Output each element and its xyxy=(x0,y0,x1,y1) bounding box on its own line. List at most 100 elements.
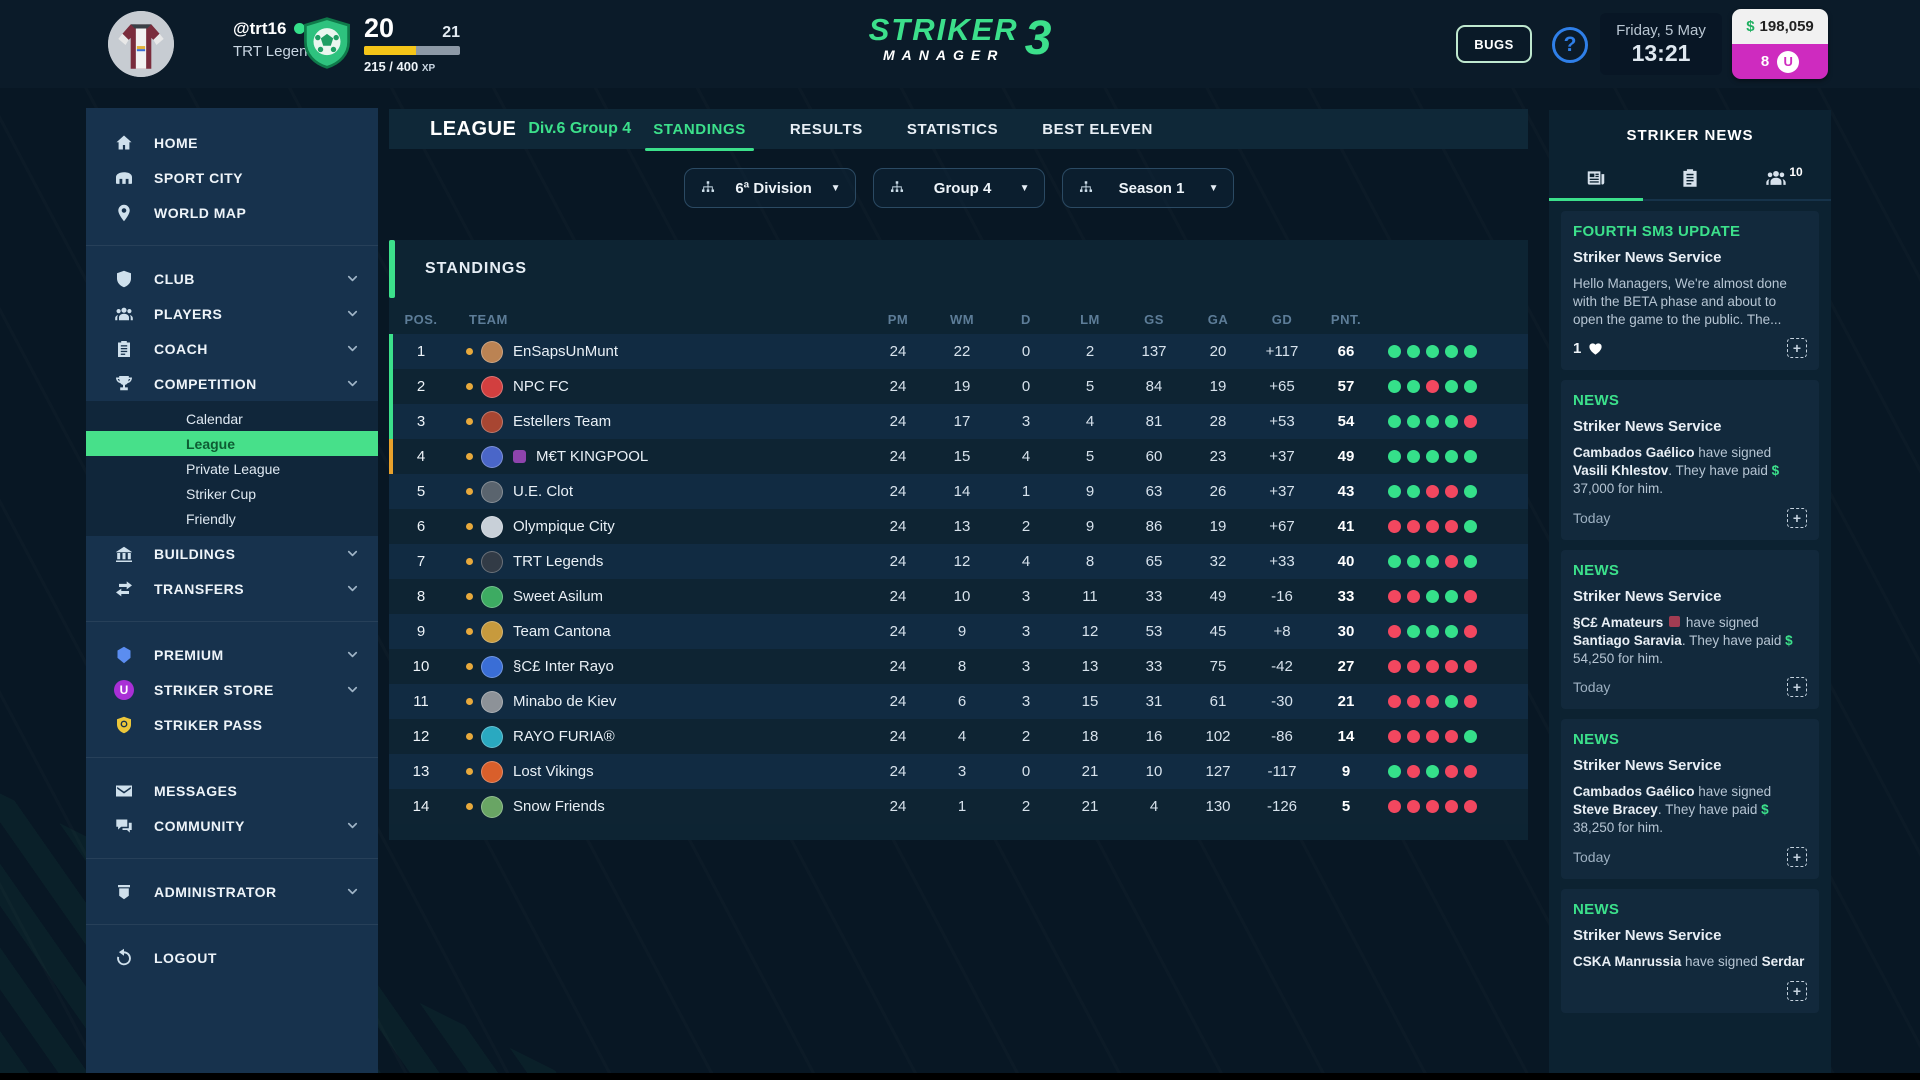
sidebar-item-buildings[interactable]: BUILDINGS xyxy=(86,536,378,571)
save-news-icon[interactable]: + xyxy=(1787,677,1807,698)
form-win-dot xyxy=(1426,450,1439,463)
form-loss-dot xyxy=(1388,800,1401,813)
news-tab-newspaper[interactable] xyxy=(1549,157,1643,201)
standings-row-m-t-kingpool[interactable]: 4 M€T KINGPOOL 24 15 4 5 60 23 +37 49 xyxy=(389,439,1528,474)
stat-gs: 31 xyxy=(1145,693,1163,710)
sidebar-item-competition[interactable]: COMPETITION xyxy=(86,366,378,401)
likes-count[interactable]: 1 xyxy=(1573,340,1604,357)
news-card[interactable]: NEWS Striker News Service Cambados Gaélico… xyxy=(1561,380,1819,540)
standings-row-minabo-de-kiev[interactable]: 11 Minabo de Kiev 24 6 3 15 31 61 -30 21 xyxy=(389,684,1528,719)
tab-results[interactable]: RESULTS xyxy=(789,120,863,138)
sidebar-item-home[interactable]: HOME xyxy=(86,125,378,160)
filter-value: Season 1 xyxy=(1118,179,1185,197)
filter-dropdown-6-division[interactable]: 6ª Division ▼ xyxy=(683,168,856,208)
stat-d: 3 xyxy=(1021,413,1031,430)
sidebar-item-sport-city[interactable]: SPORT CITY xyxy=(86,160,378,195)
team-name: §C£ Inter Rayo xyxy=(513,658,614,675)
standings-row-team-cantona[interactable]: 9 Team Cantona 24 9 3 12 53 45 +8 30 xyxy=(389,614,1528,649)
news-card[interactable]: NEWS Striker News Service §C£ Amateurs hav… xyxy=(1561,549,1819,710)
tab-best-eleven[interactable]: BEST ELEVEN xyxy=(1042,120,1153,138)
top-bar: @trt16 TRT Legends 20 21 215 / 400 XP ST… xyxy=(0,0,1920,88)
position-accent-bar xyxy=(389,439,393,474)
news-card[interactable]: FOURTH SM3 UPDATE Striker News Service Hel… xyxy=(1561,211,1819,371)
team-name: Sweet Asilum xyxy=(513,588,604,605)
form-win-dot xyxy=(1464,485,1477,498)
sidebar-item-messages[interactable]: MESSAGES xyxy=(86,773,378,808)
game-logo: STRIKER MANAGER 3 xyxy=(869,14,1052,63)
stat-ga: 20 xyxy=(1209,343,1227,360)
user-info: @trt16 TRT Legends xyxy=(233,18,323,62)
sidebar-item-community[interactable]: COMMUNITY xyxy=(86,808,378,843)
news-tab-people[interactable]: 10 xyxy=(1737,157,1831,199)
team-position: 6 xyxy=(416,518,426,535)
stat-d: 3 xyxy=(1021,588,1031,605)
submenu-item-calendar[interactable]: Calendar xyxy=(186,410,243,427)
form-win-dot xyxy=(1388,555,1401,568)
stat-gd: +67 xyxy=(1269,518,1295,535)
standings-row-lost-vikings[interactable]: 13 Lost Vikings 24 3 0 21 10 127 -117 9 xyxy=(389,754,1528,789)
stat-ga: 28 xyxy=(1209,413,1227,430)
submenu-item-private-league[interactable]: Private League xyxy=(186,460,281,477)
save-news-icon[interactable]: + xyxy=(1787,980,1807,1001)
sidebar-item-players[interactable]: PLAYERS xyxy=(86,296,378,331)
save-news-icon[interactable]: + xyxy=(1787,846,1807,867)
standings-row-ensapsunmunt[interactable]: 1 EnSapsUnMunt 24 22 0 2 137 20 +117 66 xyxy=(389,334,1528,369)
tab-statistics[interactable]: STATISTICS xyxy=(906,120,999,138)
sidebar-item-striker-pass[interactable]: STRIKER PASS xyxy=(86,707,378,742)
stat-wm: 8 xyxy=(957,658,967,675)
stat-pm: 24 xyxy=(889,728,907,745)
standings-table: 1 EnSapsUnMunt 24 22 0 2 137 20 +117 66 2 NPC FC 24 1… xyxy=(389,334,1528,824)
position-trend-dot xyxy=(466,383,473,390)
sidebar-item-transfers[interactable]: TRANSFERS xyxy=(86,571,378,606)
stat-pnt: 54 xyxy=(1337,413,1355,430)
standings-row-olympique-city[interactable]: 6 Olympique City 24 13 2 9 86 19 +67 41 xyxy=(389,509,1528,544)
wallet-widget[interactable]: $ 198,059 8 U xyxy=(1732,9,1828,79)
standings-row-u-e-clot[interactable]: 5 U.E. Clot 24 14 1 9 63 26 +37 43 xyxy=(389,474,1528,509)
team-position: 7 xyxy=(416,553,426,570)
standings-row-snow-friends[interactable]: 14 Snow Friends 24 1 2 21 4 130 -126 5 xyxy=(389,789,1528,824)
news-source: Striker News Service xyxy=(1573,587,1722,605)
sidebar-item-coach[interactable]: COACH xyxy=(86,331,378,366)
xp-suffix: XP xyxy=(421,63,436,74)
tab-standings[interactable]: STANDINGS xyxy=(645,109,754,151)
team-position: 14 xyxy=(412,798,430,815)
standings-row-rayo-furia[interactable]: 12 RAYO FURIA® 24 4 2 18 16 102 -86 14 xyxy=(389,719,1528,754)
standings-row-trt-legends[interactable]: 7 TRT Legends 24 12 4 8 65 32 +33 40 xyxy=(389,544,1528,579)
submenu-item-league[interactable]: League xyxy=(86,431,378,456)
standings-row-estellers-team[interactable]: 3 Estellers Team 24 17 3 4 81 28 +53 54 xyxy=(389,404,1528,439)
submenu-item-friendly[interactable]: Friendly xyxy=(186,510,236,527)
standings-row-sweet-asilum[interactable]: 8 Sweet Asilum 24 10 3 11 33 49 -16 33 xyxy=(389,579,1528,614)
store-coin-icon: U xyxy=(114,679,134,700)
form-loss-dot xyxy=(1407,695,1420,708)
filter-dropdown-season-1[interactable]: Season 1 ▼ xyxy=(1061,168,1234,208)
transfers-icon xyxy=(116,580,132,596)
standings-row-npc-fc[interactable]: 2 NPC FC 24 19 0 5 84 19 +65 57 xyxy=(389,369,1528,404)
team-name: NPC FC xyxy=(513,378,569,395)
sidebar-item-club[interactable]: CLUB xyxy=(86,261,378,296)
sidebar-item-administrator[interactable]: ADMINISTRATOR xyxy=(86,874,378,909)
sidebar-item-world-map[interactable]: WORLD MAP xyxy=(86,195,378,230)
user-avatar[interactable] xyxy=(108,11,174,77)
news-tab-notes[interactable] xyxy=(1643,157,1737,199)
news-card[interactable]: NEWS Striker News Service Cambados Gaélico… xyxy=(1561,719,1819,879)
stat-gs: 86 xyxy=(1145,518,1163,535)
save-news-icon[interactable]: + xyxy=(1787,338,1807,359)
sidebar-item-premium[interactable]: PREMIUM xyxy=(86,637,378,672)
submenu-item-striker-cup[interactable]: Striker Cup xyxy=(186,485,257,502)
bugs-button[interactable]: BUGS xyxy=(1456,25,1532,63)
sidebar-item-striker-store[interactable]: U STRIKER STORE xyxy=(86,672,378,707)
sidebar-item-logout[interactable]: LOGOUT xyxy=(86,940,378,975)
stat-d: 4 xyxy=(1021,553,1031,570)
save-news-icon[interactable]: + xyxy=(1787,507,1807,528)
filter-dropdown-group-4[interactable]: Group 4 ▼ xyxy=(872,168,1045,208)
level-widget[interactable]: 20 21 215 / 400 XP xyxy=(300,12,460,74)
help-button[interactable]: ? xyxy=(1552,27,1588,63)
standings-row-c-inter-rayo[interactable]: 10 §C£ Inter Rayo 24 8 3 13 33 75 -42 27 xyxy=(389,649,1528,684)
team-name: Estellers Team xyxy=(513,413,612,430)
stat-gd: -42 xyxy=(1271,658,1293,675)
stat-ga: 32 xyxy=(1209,553,1227,570)
sidebar-item-label: BUILDINGS xyxy=(154,545,236,562)
sidebar-divider xyxy=(86,621,378,622)
news-card[interactable]: NEWS Striker News Service CSKA Manrussia h… xyxy=(1561,888,1819,1013)
form-dots xyxy=(1378,450,1528,463)
